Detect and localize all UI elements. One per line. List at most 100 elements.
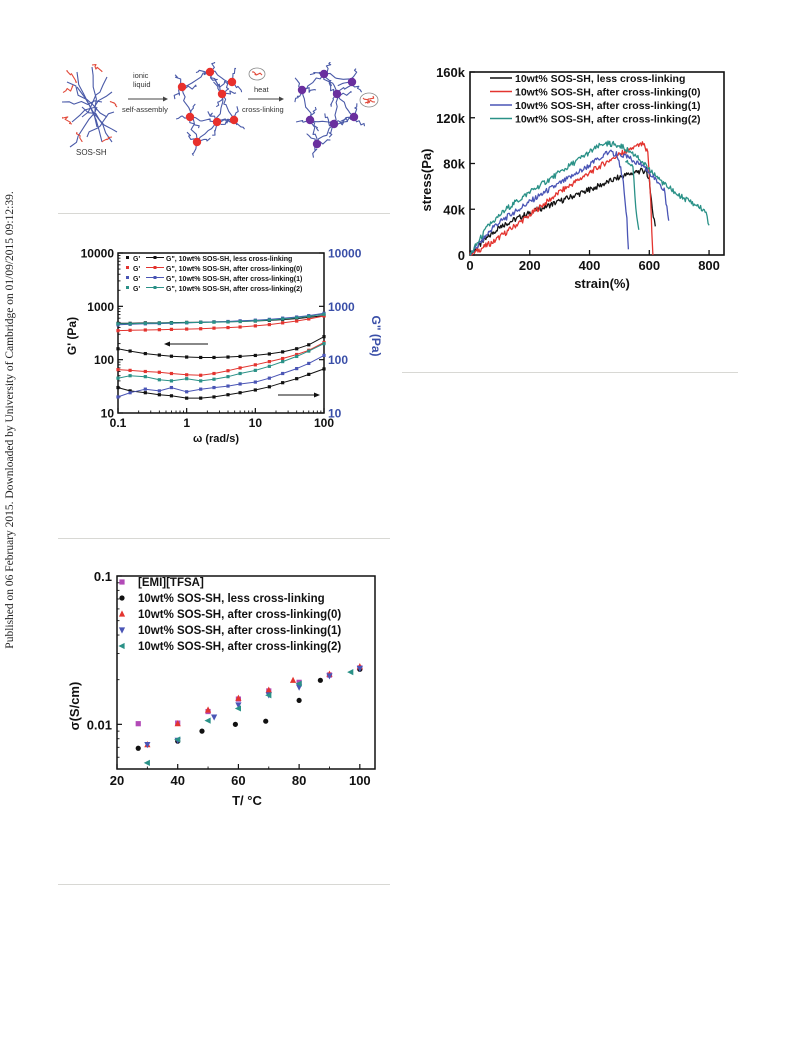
rheo-gp-1-point	[199, 327, 203, 331]
ionic-domain	[192, 137, 202, 147]
rheo-gpp-3-point	[143, 375, 147, 379]
rheo-legend-gpp-marker	[153, 286, 157, 289]
scheme-end-group	[91, 64, 103, 73]
rheo-gpp-0-point	[238, 391, 242, 395]
ss-xtick-label: 200	[519, 258, 541, 273]
rheo-gpp-upper-4-point	[199, 355, 203, 360]
cond-legend-marker	[118, 610, 126, 617]
rheo-gp-3-point	[143, 321, 147, 325]
scheme-end-group	[61, 116, 73, 125]
rheo-gpp-upper-4-point	[253, 353, 257, 358]
cond-point-2	[289, 676, 297, 683]
rheo-gp-3-point	[116, 322, 120, 326]
rheo-ytick-label: 1000	[87, 300, 114, 314]
scheme-dangling-chain	[215, 93, 224, 108]
rheo-gp-3-point	[267, 318, 271, 322]
cond-point-2	[204, 706, 212, 713]
rheo-gp-3-point	[157, 321, 161, 325]
cond-point-4	[347, 668, 354, 676]
rheo-gpp-3-point	[267, 364, 271, 368]
ss-legend-label: 10wt% SOS-SH, after cross-linking(1)	[515, 100, 701, 112]
right-arrowhead-icon	[314, 392, 320, 398]
rheo-gpp-upper-4-point	[238, 354, 242, 359]
rheo-ylabel: G' (Pa)	[66, 317, 79, 355]
rheo-gpp-1-point	[226, 369, 230, 373]
rheo-gpp-0-point	[295, 377, 299, 381]
rheo-gpp-2-point	[267, 376, 271, 380]
scheme-chain	[71, 91, 113, 123]
rheo-legend-gp-label: G'	[133, 286, 140, 293]
rheo-gpp-3-point	[199, 379, 203, 383]
cond-xtick-label: 60	[231, 773, 245, 788]
scheme-end-group	[101, 136, 113, 143]
stress-strain-plot: 0 200 400 600 800 0 40k 80k 120k 160k 10wt% SOS-SH…	[419, 65, 725, 291]
cond-point-1	[232, 721, 238, 727]
scheme-network-chain	[189, 116, 218, 123]
ss-legend-label: 10wt% SOS-SH, after cross-linking(2)	[515, 114, 701, 126]
rheo-gp-3-line	[118, 313, 325, 325]
ionic-domain	[227, 77, 237, 87]
rheo-ytick-label: 100	[94, 353, 114, 367]
rheo-gpp-1-point	[253, 363, 257, 367]
cond-legend-label: 10wt% SOS-SH, after cross-linking(1)	[138, 625, 341, 637]
cond-point-1	[296, 697, 302, 704]
cond-point-4	[143, 759, 150, 766]
cond-ylabel: σ(S/cm)	[67, 682, 82, 731]
rheo-gpp-0-point	[226, 393, 230, 397]
scheme-network-chain	[336, 81, 353, 95]
rheo-gpp-1-point	[267, 359, 271, 364]
rheo-gpp-3-point	[116, 376, 120, 380]
crosslinked-domain	[312, 139, 322, 149]
cond-legend-marker	[119, 595, 125, 601]
rheology-chart: 0.1 1 10 100 10 10 100 100 1000 1000 10000 10000 G' G…	[65, 243, 396, 448]
rheo-gpp-1-point	[199, 373, 203, 377]
rheo-gpp-0-point	[281, 381, 285, 385]
scheme-end-group	[251, 71, 263, 76]
scheme-network-chain	[333, 93, 339, 125]
rheo-gp-1-line	[117, 315, 325, 332]
scheme-network-chain	[181, 71, 211, 88]
scheme-chain	[69, 106, 98, 148]
rheo-gp-1-point	[143, 328, 147, 332]
rheo-gpp-3-point	[238, 371, 242, 376]
ionic-domain	[205, 67, 215, 77]
published-notice: Published on 06 February 2015. Downloade…	[4, 191, 16, 649]
scheme-end-group	[362, 97, 376, 104]
rheo-gpp-0-point	[157, 393, 161, 397]
cond-point-2	[174, 720, 181, 727]
rheo-ylabel-right: G" (Pa)	[369, 315, 383, 356]
ss-ytick-label: 40k	[443, 202, 465, 217]
rheo-gpp-upper-4-point	[226, 355, 230, 359]
rheo-gpp-1-line	[117, 342, 325, 376]
rheo-gp-3-point	[295, 316, 299, 320]
crosslinked-domain	[319, 69, 329, 79]
cond-legend-label: 10wt% SOS-SH, after cross-linking(0)	[138, 609, 341, 621]
rheo-legend-gp-marker	[126, 276, 129, 279]
rheo-gpp-3-point	[169, 379, 174, 383]
scheme-chain	[66, 81, 108, 118]
conductivity-plot: 20 40 60 80 100 0.01 0.1 [EMI][TFSA] 10wt% SOS-S…	[67, 569, 376, 808]
crosslinked-domain	[349, 112, 359, 122]
self-assembly-scheme: SOS-SH ionic liquid self-assembly heat c…	[61, 58, 392, 162]
rheo-gpp-0-point	[253, 388, 257, 392]
cond-legend-label: [EMI][TFSA]	[138, 577, 204, 589]
rheo-xtick-label: 10	[249, 416, 263, 430]
rheo-gpp-2-point	[116, 395, 120, 399]
cond-point-3	[211, 714, 218, 721]
rheo-legend-gp-label: G'	[133, 276, 140, 283]
rheo-ytick-label: 10	[101, 407, 115, 421]
ss-series-3	[469, 140, 710, 256]
ss-series-3-drop	[625, 159, 640, 230]
rheo-legend-gp-label: G'	[133, 266, 140, 273]
rheo-gp-1-point	[295, 319, 299, 323]
rheo-gpp-3-point	[295, 354, 299, 359]
rheo-gpp-0-point	[199, 396, 203, 400]
rheo-gpp-3-point	[226, 375, 230, 379]
rheo-ytick-label-right: 10	[328, 407, 342, 421]
rheo-xtick-label: 0.1	[110, 416, 127, 430]
cond-legend-label: 10wt% SOS-SH, less cross-linking	[138, 593, 325, 605]
rheo-gp-1-point	[238, 325, 242, 329]
rheo-legend-gp-marker	[126, 256, 129, 259]
ss-xtick-label: 800	[698, 258, 720, 273]
rheo-xtick-label: 100	[314, 416, 334, 430]
